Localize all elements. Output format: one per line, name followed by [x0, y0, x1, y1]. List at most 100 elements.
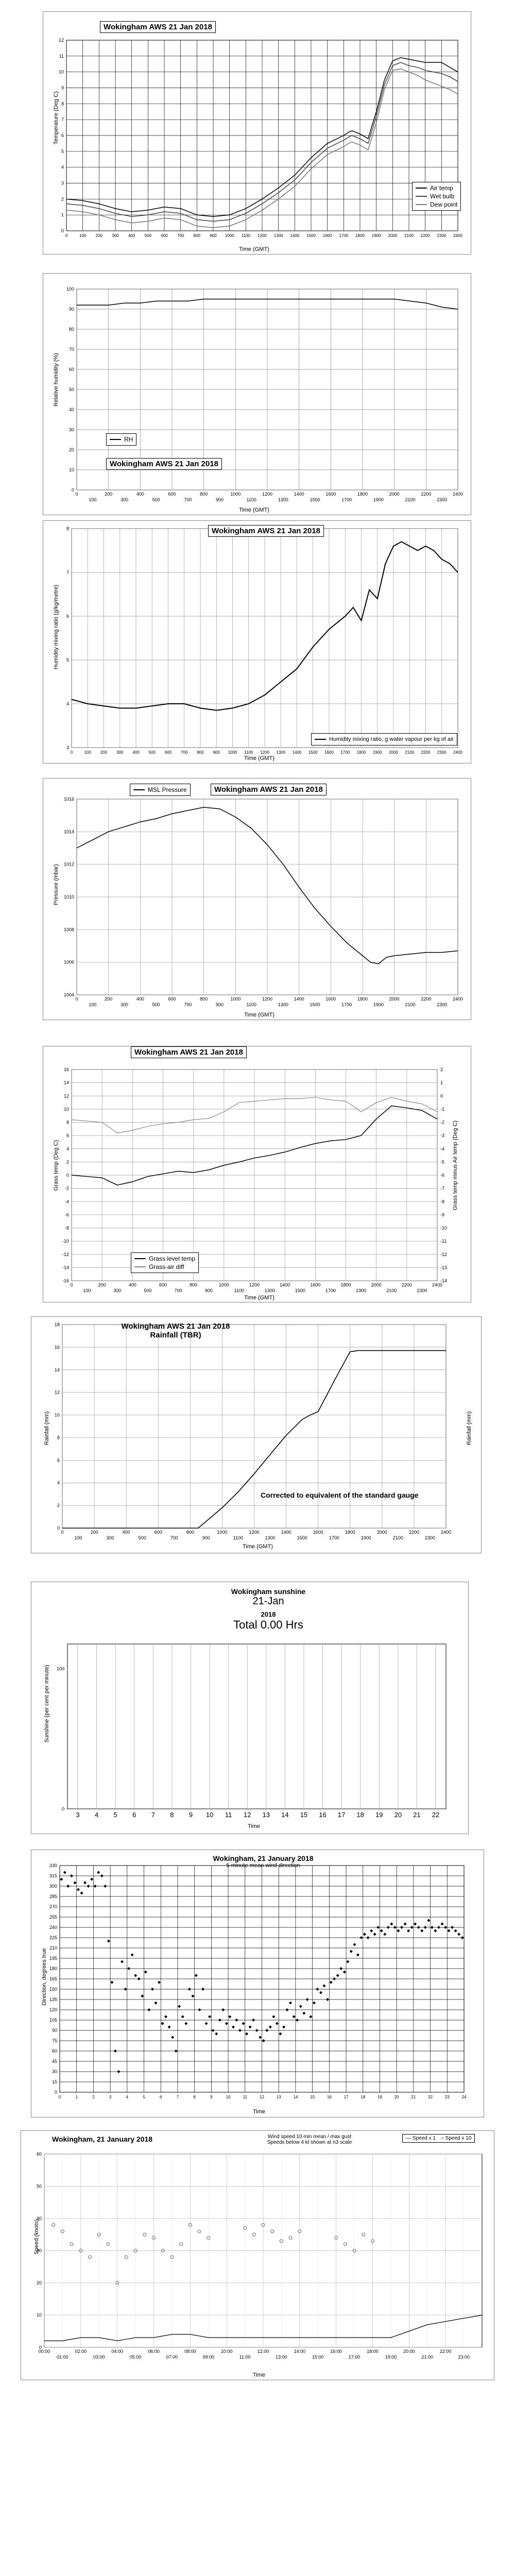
y-tick-label: -12	[62, 1252, 69, 1257]
x-axis-label: Time	[248, 1823, 261, 1829]
y-tick-label: 300	[49, 1884, 57, 1889]
y2-tick-label: -4	[440, 1146, 444, 1151]
temperature-chart-panel: 0 1 2 3 4 5 6 7 8 9 10 11 12 0 100 200 300 400 500 600 700 80…	[43, 11, 471, 255]
x-tick-label: 1600	[313, 1530, 323, 1535]
x-tick-label: 2400	[453, 996, 463, 1002]
x-tick-label: 400	[136, 492, 144, 497]
y2-tick-label: -14	[440, 1278, 447, 1283]
x-tick-label: 1300	[265, 1535, 276, 1540]
chart-header: Wokingham, 21 January 2018 5 minute mean…	[191, 1854, 335, 1869]
x-tick-label: 3	[109, 2095, 112, 2099]
y-tick-label: 3	[66, 745, 69, 750]
legend-swatch	[134, 1258, 146, 1259]
series-line-rh	[77, 298, 458, 310]
data-point	[302, 2011, 306, 2015]
legend: RH	[106, 433, 137, 446]
x-tick-label: 18	[356, 1811, 364, 1819]
x-tick-label: 1900	[373, 1002, 384, 1007]
data-point	[245, 2032, 249, 2036]
legend-swatch	[133, 789, 145, 790]
x-tick-label: 17	[344, 2095, 349, 2099]
mixing-ratio-chart-svg: 3 4 5 6 7 8 0 100 200 300 400 500 600 700 800 900 1000 11…	[66, 526, 462, 755]
legend-item-grass-air-diff: Grass-air diff	[134, 1263, 195, 1271]
x-tick-label: 0	[59, 2095, 61, 2099]
y-tick-label: 12	[64, 1093, 69, 1098]
data-point	[312, 2001, 316, 2005]
data-point	[225, 2022, 228, 2025]
x-tick-label: 1300	[265, 1288, 275, 1293]
x-tick-label: 2100	[405, 750, 414, 755]
x-axis-label: Time (GMT)	[239, 246, 269, 252]
x-tick-label: 1900	[372, 233, 381, 238]
x-tick-label: 7	[177, 2095, 179, 2099]
pressure-chart-svg: 1004 1006 1008 1010 1012 1014 1016 0 200 400 600 80…	[64, 796, 463, 1007]
date-label: 21-Jan	[252, 1596, 284, 1607]
data-point-speed-x10	[352, 2249, 356, 2252]
data-point	[259, 2036, 262, 2039]
x-tick-label: 1400	[281, 1530, 291, 1535]
x-tick-label: 14:00	[294, 2349, 306, 2354]
x-tick-label: 17:00	[349, 2354, 360, 2360]
data-point	[167, 2025, 171, 2029]
data-point-speed-x10	[288, 2236, 293, 2240]
x-tick-label: 1000	[230, 996, 241, 1002]
y-tick-label: 0	[39, 2345, 42, 2350]
x-axis-label: Time (GMT)	[244, 755, 274, 761]
data-point	[66, 1885, 70, 1888]
data-point-speed-x10	[279, 2239, 283, 2243]
x-tick-label: 600	[159, 1282, 167, 1287]
x-tick-label: 2100	[386, 1288, 397, 1293]
chart-title: Wokingham AWS 21 Jan 2018 Rainfall (TBR)	[109, 1322, 243, 1340]
data-point	[342, 1970, 346, 1974]
x-tick-label: 19	[375, 1811, 383, 1819]
y-tick-label: 1012	[64, 862, 74, 867]
x-tick-label: 2400	[432, 1282, 442, 1287]
x-tick-label: 2400	[453, 492, 463, 497]
data-point	[70, 1874, 73, 1877]
x-tick-label: 12	[260, 2095, 264, 2099]
y-tick-label: 1008	[64, 927, 74, 932]
x-tick-label: 900	[202, 1535, 210, 1540]
data-point-speed-x10	[52, 2223, 56, 2227]
wind-direction-chart-panel: 0 15 30 45 60 75 90 105 120 135 150 165 180 195 210 225…	[31, 1850, 484, 2117]
y2-tick-label: -1	[440, 1107, 444, 1112]
x-tick-label: 2300	[437, 1002, 447, 1007]
x-tick-label: 600	[165, 750, 172, 755]
data-point	[198, 2008, 201, 2011]
y-tick-label: -2	[65, 1186, 69, 1191]
x-tick-label: 01:00	[57, 2354, 68, 2360]
x-tick-label: 18	[360, 2095, 365, 2099]
x-tick-label: 500	[152, 497, 160, 502]
data-point	[397, 1929, 400, 1933]
rainfall-chart-panel: 0 2 4 6 8 10 12 14 16 18 0 200 400 600 800 1000 1200 1400…	[31, 1316, 482, 1553]
x-tick-label: 700	[184, 497, 192, 502]
data-point-speed-x10	[371, 2239, 374, 2243]
y-tick-label: -6	[65, 1212, 69, 1217]
x-tick-label: 1800	[357, 750, 366, 755]
x-tick-label: 2300	[437, 497, 447, 502]
x-tick-label: 03:00	[93, 2354, 105, 2360]
data-point	[296, 2019, 299, 2022]
y-tick-label: 0	[61, 228, 64, 233]
legend-label: Speed x 1	[412, 2136, 436, 2141]
data-point	[187, 1988, 191, 1991]
y-tick-label: 7	[66, 570, 69, 575]
x-tick-label: 100	[75, 1535, 82, 1540]
chart-title: Wokingham AWS 21 Jan 2018	[106, 458, 222, 470]
y-tick-label: 4	[66, 701, 69, 706]
x-tick-label: 0	[70, 1282, 73, 1287]
data-point	[403, 1922, 407, 1926]
y-tick-label: 14	[55, 1367, 60, 1372]
x-tick-label: 400	[128, 233, 135, 238]
y-tick-label: 16	[64, 1067, 69, 1072]
x-tick-label: 300	[112, 233, 119, 238]
x-tick-label: 2000	[389, 750, 398, 755]
y-tick-label: 9	[61, 86, 64, 91]
y-tick-label: -14	[62, 1265, 69, 1270]
data-point	[326, 1998, 330, 2001]
y-tick-label: 90	[52, 2028, 57, 2033]
x-tick-label: 21	[413, 1811, 420, 1819]
y-tick-label: 6	[61, 133, 64, 138]
data-point-speed-x10	[115, 2281, 119, 2285]
